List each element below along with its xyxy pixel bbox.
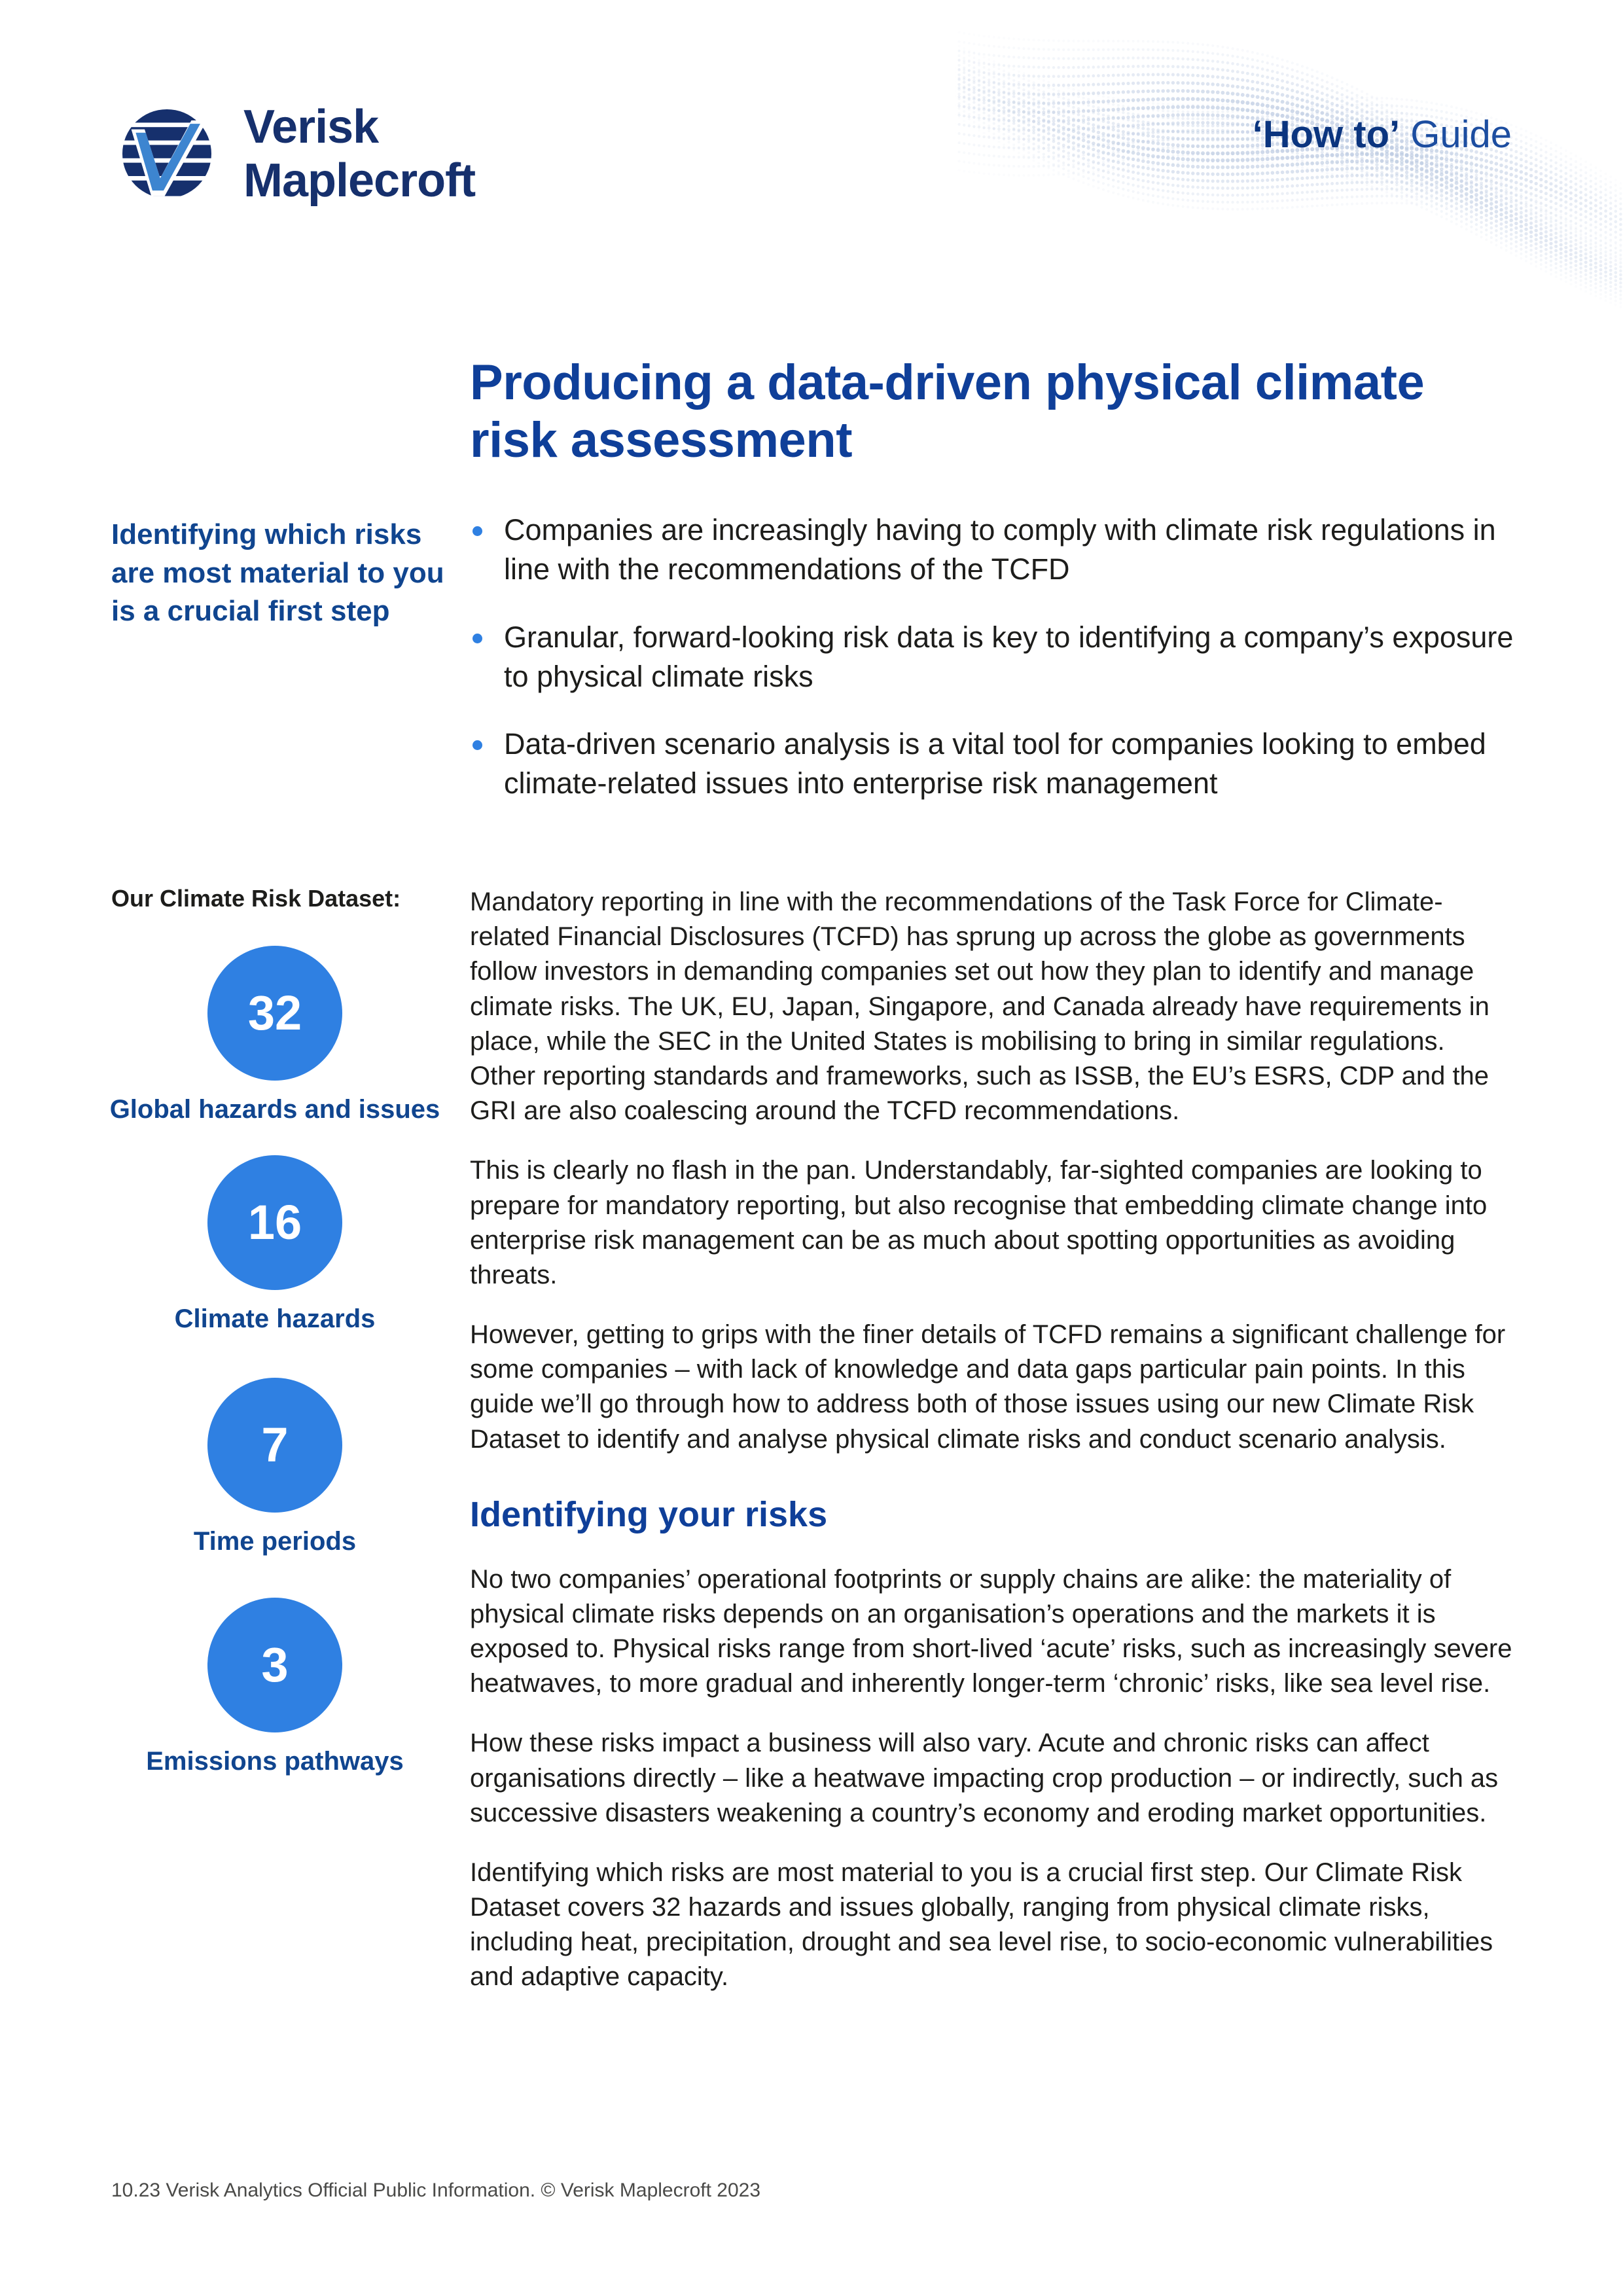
side-lead-statement: Identifying which risks are most materia…: [111, 518, 444, 628]
stat-item: 7 Time periods: [72, 1378, 478, 1557]
stat-value-bubble: 3: [207, 1598, 342, 1732]
guide-tag-light: Guide: [1400, 113, 1512, 156]
body-content: Mandatory reporting in line with the rec…: [470, 885, 1517, 1995]
logo-word-verisk: Verisk: [243, 101, 379, 153]
list-item: Companies are increasingly having to com…: [470, 511, 1517, 589]
paragraph: This is clearly no flash in the pan. Und…: [470, 1156, 1488, 1289]
page-title: Producing a data-driven physical climate…: [470, 354, 1425, 469]
paragraph: However, getting to grips with the finer…: [470, 1320, 1506, 1454]
guide-tag-strong: ‘How to’: [1252, 113, 1400, 156]
paragraph: Identifying which risks are most materia…: [470, 1857, 1493, 1992]
list-item: Granular, forward-looking risk data is k…: [470, 618, 1517, 696]
footer-legal-text: 10.23 Verisk Analytics Official Public I…: [111, 2179, 761, 2201]
stat-label: Global hazards and issues: [109, 1095, 440, 1124]
paragraph: Mandatory reporting in line with the rec…: [470, 888, 1489, 1126]
brand-logo: Verisk Maplecroft: [111, 98, 476, 209]
paragraph: How these risks impact a business will a…: [470, 1729, 1499, 1827]
paragraph: No two companies’ operational footprints…: [470, 1564, 1512, 1698]
dataset-heading: Our Climate Risk Dataset:: [111, 885, 401, 912]
stat-value-bubble: 7: [207, 1378, 342, 1513]
guide-tag: ‘How to’ Guide: [1253, 113, 1512, 156]
verisk-globe-check-icon: [122, 109, 211, 196]
page-header: Verisk Maplecroft ‘How to’ Guide: [111, 98, 1512, 229]
list-item: Data-driven scenario analysis is a vital…: [470, 725, 1517, 803]
logo-word-maplecroft: Maplecroft: [243, 154, 476, 207]
stat-label: Climate hazards: [174, 1304, 376, 1333]
section-heading: Identifying your risks: [470, 1494, 828, 1534]
stat-item: 3 Emissions pathways: [72, 1598, 478, 1777]
stat-label: Emissions pathways: [146, 1747, 404, 1776]
stat-value-bubble: 16: [207, 1155, 342, 1290]
stat-item: 32 Global hazards and issues: [72, 946, 478, 1125]
stat-item: 16 Climate hazards: [72, 1155, 478, 1335]
key-points-list: Companies are increasingly having to com…: [470, 511, 1517, 803]
dataset-stats: 32 Global hazards and issues 16 Climate …: [72, 946, 478, 1777]
stat-label: Time periods: [193, 1527, 357, 1556]
stat-value-bubble: 32: [207, 946, 342, 1081]
